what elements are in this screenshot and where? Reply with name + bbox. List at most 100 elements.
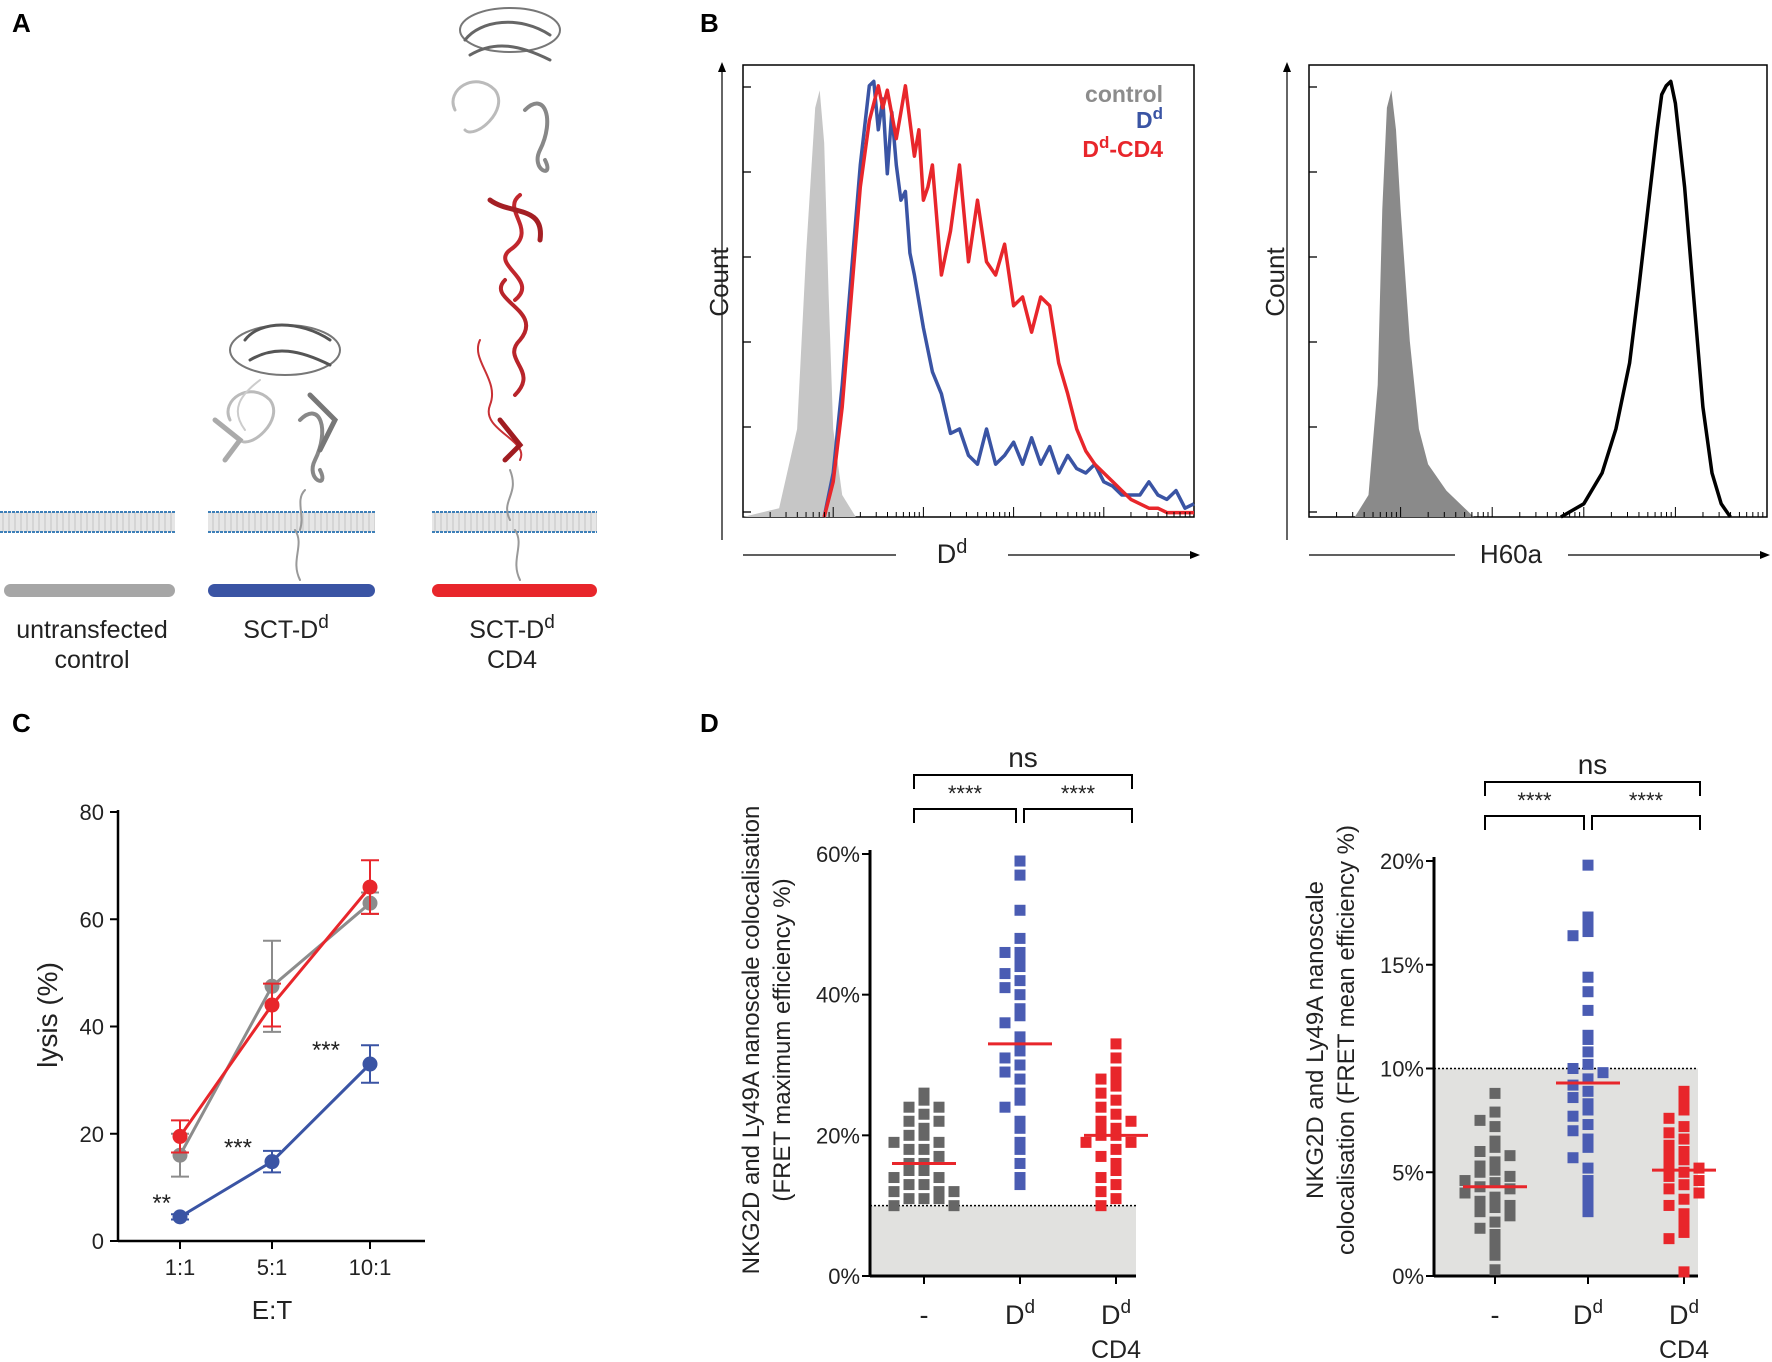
bracket-left-label: **** xyxy=(1517,788,1552,813)
data-point xyxy=(1110,1052,1122,1064)
x-tick-label: Dd xyxy=(1101,1297,1131,1330)
y-tick-label: 0% xyxy=(828,1264,860,1289)
point-control xyxy=(172,1147,188,1163)
data-point xyxy=(918,1179,930,1191)
x-tick-label-line2: CD4 xyxy=(1659,1336,1709,1362)
x-axis-label: H60a xyxy=(1480,539,1543,569)
data-point xyxy=(1110,1066,1122,1078)
data-point xyxy=(1110,1038,1122,1050)
data-point xyxy=(1014,946,1026,958)
membrane-sct-dd xyxy=(208,511,375,533)
data-point xyxy=(918,1143,930,1155)
data-point xyxy=(1014,869,1026,881)
panel-letter-c: C xyxy=(12,708,31,738)
data-point xyxy=(903,1101,915,1113)
data-point xyxy=(1489,1249,1501,1261)
data-point xyxy=(903,1193,915,1205)
x-tick-label: Dd xyxy=(1573,1297,1603,1330)
data-point xyxy=(918,1122,930,1134)
y-tick-label: 0 xyxy=(92,1229,104,1254)
y-axis-label-line2: (FRET maximum efficiency %) xyxy=(769,878,796,1201)
plot-frame xyxy=(742,64,1195,518)
data-point xyxy=(918,1094,930,1106)
data-point xyxy=(999,1101,1011,1113)
data-point xyxy=(903,1165,915,1176)
bracket-outer xyxy=(1484,781,1701,796)
data-point xyxy=(1014,1031,1026,1043)
legend: control Dd Dd-CD4 xyxy=(1082,81,1163,162)
data-point xyxy=(1489,1264,1501,1276)
data-point xyxy=(1582,1004,1594,1016)
data-point xyxy=(1014,932,1026,944)
bracket-left xyxy=(1484,815,1585,830)
significance-annotation: *** xyxy=(224,1135,252,1162)
data-point xyxy=(1582,1162,1594,1174)
threshold-region xyxy=(870,1205,1136,1276)
x-tick-label: - xyxy=(1491,1300,1500,1330)
data-point xyxy=(1678,1085,1690,1097)
data-point xyxy=(999,1017,1011,1029)
y-tick-label: 60 xyxy=(80,907,104,932)
data-point xyxy=(1489,1156,1501,1168)
data-point xyxy=(1110,1193,1122,1205)
y-axis-label-line2: colocalisation (FRET mean efficiency %) xyxy=(1333,825,1360,1255)
data-point xyxy=(1504,1150,1516,1162)
data-point xyxy=(1095,1122,1107,1134)
bracket-left-label: **** xyxy=(948,781,983,806)
protein-structure-sct-dd-cd4 xyxy=(451,7,561,581)
x-tick-label: 5:1 xyxy=(257,1255,288,1280)
bracket-right-label: **** xyxy=(1629,788,1664,813)
data-point xyxy=(1080,1136,1092,1148)
data-point xyxy=(1693,1175,1705,1187)
data-point xyxy=(1567,1110,1579,1122)
data-point xyxy=(1474,1166,1486,1178)
data-point xyxy=(1095,1172,1107,1184)
data-point xyxy=(1582,1141,1594,1153)
data-point xyxy=(933,1136,945,1148)
data-point xyxy=(1095,1087,1107,1099)
histogram-control-fill xyxy=(743,90,856,517)
data-point xyxy=(1014,904,1026,916)
data-point xyxy=(933,1150,945,1162)
data-point xyxy=(1582,1085,1594,1097)
y-tick-label: 40% xyxy=(816,983,860,1008)
bracket-outer-label: ns xyxy=(1008,742,1038,773)
data-point xyxy=(1110,1179,1122,1191)
data-point xyxy=(1693,1162,1705,1174)
x-tick-label: 1:1 xyxy=(165,1255,196,1280)
x-axis-arrowhead xyxy=(1760,551,1770,559)
construct-label-sct-dd: SCT-Dd xyxy=(243,612,329,644)
y-axis-arrowhead xyxy=(718,62,726,72)
data-point xyxy=(1582,971,1594,983)
bracket-outer-label: ns xyxy=(1578,749,1608,780)
data-point xyxy=(1110,1108,1122,1120)
data-point xyxy=(1582,911,1594,923)
data-point xyxy=(1678,1226,1690,1238)
point-Dd-CD4 xyxy=(264,997,280,1013)
construct-bar-sct-dd-cd4 xyxy=(432,584,597,597)
y-axis-label: lysis (%) xyxy=(32,962,63,1068)
significance-annotation: ** xyxy=(152,1190,171,1217)
legend-entry-control: control xyxy=(1085,81,1163,107)
data-point xyxy=(1489,1191,1501,1203)
data-point xyxy=(1014,1010,1026,1022)
significance-annotation: *** xyxy=(312,1037,340,1064)
data-point xyxy=(1459,1175,1471,1187)
x-tick-label-line2: CD4 xyxy=(1091,1336,1141,1362)
panel-d-right-scatter: 0% 5% 10% 15% 20% - Dd Dd CD4 ns **** **** NKG2D an… xyxy=(1302,749,1716,1362)
data-point xyxy=(1110,1073,1122,1085)
data-point xyxy=(1582,1058,1594,1070)
data-point xyxy=(1678,1179,1690,1191)
data-point xyxy=(918,1129,930,1141)
data-point xyxy=(1678,1121,1690,1133)
data-point xyxy=(888,1172,900,1184)
data-point xyxy=(1582,1133,1594,1145)
x-axis-label: Dd xyxy=(937,536,968,569)
data-point xyxy=(1095,1150,1107,1162)
data-point xyxy=(1567,1125,1579,1137)
y-tick-label: 0% xyxy=(1392,1264,1424,1289)
data-point xyxy=(1014,1143,1026,1155)
data-point xyxy=(918,1108,930,1120)
data-point xyxy=(1582,1175,1594,1187)
data-point xyxy=(1678,1094,1690,1106)
